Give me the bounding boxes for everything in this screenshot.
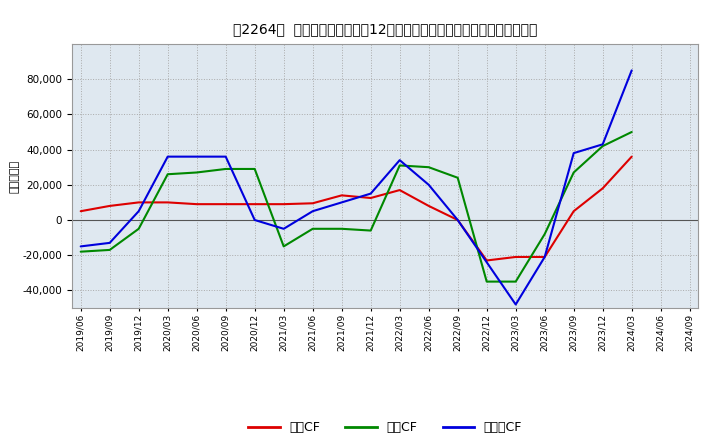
Y-axis label: （百万円）: （百万円）: [10, 159, 19, 193]
Legend: 営業CF, 投賄CF, フリーCF: 営業CF, 投賄CF, フリーCF: [243, 416, 527, 439]
Title: ［2264］  キャッシュフローの12か月移動合計の対前年同期増減額の推移: ［2264］ キャッシュフローの12か月移動合計の対前年同期増減額の推移: [233, 22, 537, 36]
